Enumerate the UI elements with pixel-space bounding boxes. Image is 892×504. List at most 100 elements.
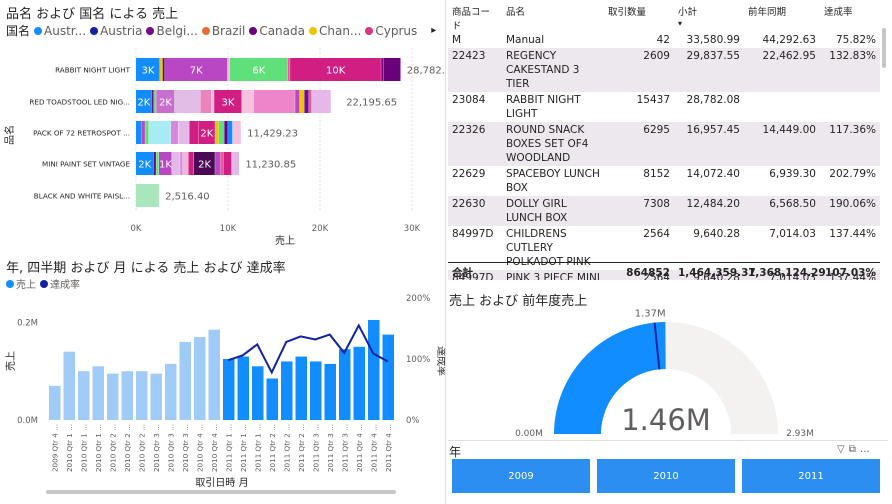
sales-bar[interactable] xyxy=(136,371,148,420)
legend-next-arrow-icon[interactable]: ▸ xyxy=(431,25,437,36)
header-code[interactable]: 商品コード xyxy=(452,7,491,32)
bar-segment[interactable] xyxy=(164,58,228,81)
sales-bar[interactable] xyxy=(237,356,250,420)
sales-bar[interactable] xyxy=(223,359,235,420)
bar-segment[interactable] xyxy=(198,121,215,144)
bar-segment[interactable] xyxy=(170,121,179,144)
bar-segment[interactable] xyxy=(153,152,156,175)
bar-segment[interactable] xyxy=(153,90,156,113)
sales-bar[interactable] xyxy=(266,378,279,420)
product-table[interactable]: 商品コード 品名 取引数量 小計 ▾ 前年同期 達成率 M Manual 42 33,… xyxy=(448,4,888,280)
bar-segment[interactable] xyxy=(295,90,300,113)
bar-segment[interactable] xyxy=(241,90,254,113)
sales-bar[interactable] xyxy=(281,361,293,420)
sales-bar[interactable] xyxy=(107,373,119,420)
bar-segment[interactable] xyxy=(290,58,381,81)
table-row[interactable]: 22629 SPACEBOY LUNCH BOX 8152 14,072.40 6,93… xyxy=(448,166,880,196)
bar-segment[interactable] xyxy=(220,152,224,175)
bar-segment[interactable] xyxy=(227,58,230,81)
sales-bar[interactable] xyxy=(179,341,192,420)
sales-bar[interactable] xyxy=(165,363,177,420)
legend-item[interactable]: Cyprus xyxy=(365,24,417,38)
gauge-chart[interactable]: 1.37M 1.46M 0.00M 2.93M xyxy=(448,300,888,445)
sales-bar[interactable] xyxy=(208,329,221,420)
bar-segment[interactable] xyxy=(211,90,214,113)
bar-segment[interactable] xyxy=(214,90,242,113)
bar-segment[interactable] xyxy=(287,58,290,81)
table-row[interactable]: 22630 DOLLY GIRL LUNCH BOX 7308 12,484.20 6,… xyxy=(448,196,880,226)
filter-icon[interactable]: ▽ xyxy=(837,444,849,455)
slicer-option-2011[interactable]: 2011 xyxy=(742,459,880,493)
bar-segment[interactable] xyxy=(136,58,160,81)
legend-item[interactable]: Austr... xyxy=(34,24,86,38)
focus-mode-icon[interactable]: ⧉ xyxy=(848,444,860,455)
bar-segment[interactable] xyxy=(224,121,228,144)
bar-segment[interactable] xyxy=(232,121,241,144)
legend-item[interactable]: Belgi... xyxy=(146,24,198,38)
bar-segment[interactable] xyxy=(182,152,189,175)
sales-bar[interactable] xyxy=(382,334,395,420)
bar-segment[interactable] xyxy=(381,58,384,81)
table-scrollbar[interactable] xyxy=(882,28,886,68)
bar-segment[interactable] xyxy=(174,90,201,113)
sales-bar[interactable] xyxy=(49,385,61,420)
bar-segment[interactable] xyxy=(253,90,295,113)
sales-bar[interactable] xyxy=(324,363,337,420)
bar-segment[interactable] xyxy=(148,121,171,144)
legend-item[interactable]: Austria xyxy=(90,24,142,38)
sales-bar[interactable] xyxy=(353,346,366,420)
achievement-line[interactable] xyxy=(227,323,389,375)
header-rate[interactable]: 達成率 xyxy=(824,7,853,18)
bar-segment[interactable] xyxy=(145,121,149,144)
bar-segment[interactable] xyxy=(200,90,212,113)
legend-item[interactable]: Canada xyxy=(249,24,305,38)
bar-segment[interactable] xyxy=(308,90,312,113)
sales-bar[interactable] xyxy=(63,351,76,420)
combo-chart[interactable]: 0.0M 0.2M 0% 100% 200% 売上 達成率 2009 Qtr 4 ... 201… xyxy=(0,286,445,496)
table-row[interactable]: M Manual 42 33,580.99 44,292.63 75.82% xyxy=(448,32,880,48)
table-row[interactable]: 23084 RABBIT NIGHT LIGHT 15437 28,782.08 xyxy=(448,92,880,122)
sales-bar[interactable] xyxy=(194,337,206,420)
header-name[interactable]: 品名 xyxy=(506,7,526,18)
bar-segment[interactable] xyxy=(136,152,154,175)
legend-item[interactable]: Chan... xyxy=(308,24,361,38)
more-options-icon[interactable]: … xyxy=(859,444,874,455)
sales-bar[interactable] xyxy=(92,366,105,420)
bar-segment[interactable] xyxy=(218,121,225,144)
bar-segment[interactable] xyxy=(229,58,288,81)
sales-bar[interactable] xyxy=(368,319,380,420)
bar-segment[interactable] xyxy=(156,90,175,113)
sales-bar[interactable] xyxy=(310,361,322,420)
bar-segment[interactable] xyxy=(188,152,194,175)
bar-segment[interactable] xyxy=(228,121,233,144)
bar-segment[interactable] xyxy=(383,58,401,81)
bar-segment[interactable] xyxy=(231,152,240,175)
header-qty[interactable]: 取引数量 xyxy=(608,7,647,18)
bar-segment[interactable] xyxy=(304,90,309,113)
bar-segment[interactable] xyxy=(171,152,180,175)
bar-segment[interactable] xyxy=(223,152,232,175)
bar-segment[interactable] xyxy=(189,121,199,144)
bar-segment[interactable] xyxy=(178,121,190,144)
bar-segment[interactable] xyxy=(151,90,154,113)
bar-segment[interactable] xyxy=(180,152,183,175)
bar-segment[interactable] xyxy=(159,58,163,81)
bar-segment[interactable] xyxy=(311,90,331,113)
header-prev[interactable]: 前年同期 xyxy=(748,7,787,18)
bar-segment[interactable] xyxy=(141,121,145,144)
sales-bar[interactable] xyxy=(150,373,163,420)
bar-segment[interactable] xyxy=(162,58,165,81)
gauge-fill[interactable] xyxy=(554,322,666,434)
bar-segment[interactable] xyxy=(156,152,159,175)
table-row[interactable]: 22423 REGENCY CAKESTAND 3 TIER 2609 29,837.… xyxy=(448,48,880,92)
bar-segment[interactable] xyxy=(215,121,219,144)
legend-item[interactable]: Brazil xyxy=(201,24,245,38)
combo-chart-scrollbar[interactable] xyxy=(46,490,396,494)
sales-bar[interactable] xyxy=(295,356,308,420)
sales-bar[interactable] xyxy=(252,366,264,420)
sales-bar[interactable] xyxy=(121,371,134,420)
slicer-option-2010[interactable]: 2010 xyxy=(597,459,735,493)
bar-segment[interactable] xyxy=(215,152,221,175)
bar-segment[interactable] xyxy=(136,90,152,113)
